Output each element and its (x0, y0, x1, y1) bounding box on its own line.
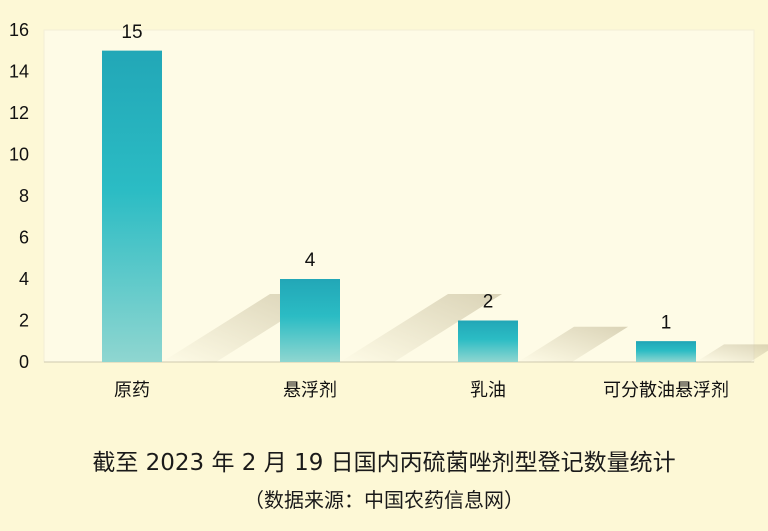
chart-source: （数据来源：中国农药信息网） (244, 488, 524, 512)
bar (280, 279, 340, 362)
bar-cap (280, 279, 340, 281)
bar (458, 320, 518, 362)
bar (636, 341, 696, 362)
data-label: 2 (483, 292, 494, 313)
bar-cap (458, 320, 518, 323)
y-tick-label: 14 (9, 62, 29, 82)
data-label: 15 (121, 22, 142, 43)
bar (102, 50, 162, 362)
chart-title: 截至 2023 年 2 月 19 日国内丙硫菌唑剂型登记数量统计 (92, 450, 676, 476)
y-tick-label: 2 (19, 311, 29, 331)
y-tick-label: 8 (19, 186, 29, 206)
bar-cap (636, 341, 696, 344)
y-tick-label: 12 (9, 103, 29, 123)
x-tick-label: 悬浮剂 (283, 380, 337, 401)
bar-cap (102, 50, 162, 53)
bar-shadow (340, 294, 502, 362)
data-label: 4 (305, 250, 316, 271)
x-tick-label: 乳油 (470, 380, 506, 401)
y-tick-label: 16 (9, 20, 29, 40)
plot-area (43, 29, 755, 363)
y-tick-label: 10 (9, 145, 29, 165)
y-tick-label: 4 (19, 269, 29, 289)
x-tick-label: 可分散油悬浮剂 (603, 380, 729, 401)
y-tick-label: 0 (19, 352, 29, 372)
x-tick-label: 原药 (114, 380, 150, 401)
data-label: 1 (661, 312, 672, 333)
bar-shadow (518, 326, 629, 362)
y-tick-label: 6 (19, 228, 29, 248)
bar-shadow (696, 344, 768, 362)
